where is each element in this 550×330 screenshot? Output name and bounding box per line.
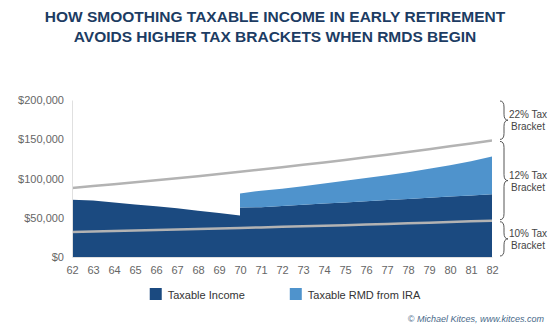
x-tick-label: 77: [381, 264, 393, 276]
bracket-label: 22% TaxBracket: [509, 109, 547, 132]
bracket-label: 10% TaxBracket: [509, 228, 547, 251]
x-tick: 79: [423, 257, 435, 276]
area: [240, 157, 492, 208]
x-tick: 66: [150, 257, 162, 276]
y-tick-label: $0: [52, 251, 64, 263]
x-axis-line: [73, 257, 493, 258]
x-tick: 70: [234, 257, 246, 276]
credit: © Michael Kitces, www.kitces.com: [408, 314, 545, 324]
x-tick: 65: [129, 257, 141, 276]
bracket-line: [72, 221, 492, 232]
y-tick: $200,000: [18, 94, 72, 106]
x-tick-label: 67: [171, 264, 183, 276]
x-tick: 68: [192, 257, 204, 276]
x-tick: 67: [171, 257, 183, 276]
x-tick-label: 76: [360, 264, 372, 276]
x-tick-label: 79: [423, 264, 435, 276]
bracket-brace: [500, 141, 508, 219]
title: HOW SMOOTHING TAXABLE INCOME IN EARLY RE…: [45, 8, 506, 45]
x-tick-label: 63: [87, 264, 99, 276]
x-tick-label: 64: [108, 264, 120, 276]
x-tick-label: 65: [129, 264, 141, 276]
plot-area: [72, 140, 492, 257]
x-tick-label: 78: [402, 264, 414, 276]
bracket-label: 12% TaxBracket: [509, 170, 547, 193]
x-tick: 69: [213, 257, 225, 276]
y-tick: $0: [52, 251, 72, 263]
x-tick-label: 75: [339, 264, 351, 276]
x-axis: 62 63 64 65 66 67 68 69 70 71 72 73 74 75 76 77 78 79 80 81…: [66, 257, 498, 276]
legend-label: Taxable RMD from IRA: [308, 289, 421, 301]
x-tick: 76: [360, 257, 372, 276]
bracket-brace: [500, 101, 508, 139]
y-tick: $150,000: [18, 133, 72, 145]
legend-item: Taxable Income: [150, 288, 245, 301]
x-tick-label: 68: [192, 264, 204, 276]
y-tick: $50,000: [24, 212, 72, 224]
y-tick-label: $100,000: [18, 173, 64, 185]
x-tick: 81: [465, 257, 477, 276]
bracket-brace: [500, 222, 508, 256]
x-tick: 80: [444, 257, 456, 276]
chart: HOW SMOOTHING TAXABLE INCOME IN EARLY RE…: [0, 0, 550, 330]
legend-item: Taxable RMD from IRA: [290, 288, 421, 301]
legend-swatch: [290, 288, 302, 300]
x-tick-label: 81: [465, 264, 477, 276]
x-tick-label: 82: [486, 264, 498, 276]
x-tick: 72: [276, 257, 288, 276]
x-tick: 75: [339, 257, 351, 276]
x-tick-label: 66: [150, 264, 162, 276]
x-tick-label: 73: [297, 264, 309, 276]
y-axis: $0 $50,000 $100,000 $150,000 $200,000: [18, 94, 72, 263]
x-tick: 64: [108, 257, 120, 276]
x-tick-label: 71: [255, 264, 267, 276]
x-tick-label: 74: [318, 264, 330, 276]
x-tick: 62: [66, 257, 78, 276]
y-tick-label: $200,000: [18, 94, 64, 106]
legend-label: Taxable Income: [168, 289, 245, 301]
x-tick-label: 69: [213, 264, 225, 276]
legend: Taxable Income Taxable RMD from IRA: [150, 288, 421, 301]
x-tick-label: 70: [234, 264, 246, 276]
y-axis-line: [72, 101, 73, 258]
x-tick: 73: [297, 257, 309, 276]
y-tick-label: $50,000: [24, 212, 64, 224]
x-tick-label: 72: [276, 264, 288, 276]
x-tick: 63: [87, 257, 99, 276]
y-tick: $100,000: [18, 173, 72, 185]
x-tick: 74: [318, 257, 330, 276]
x-tick: 78: [402, 257, 414, 276]
x-tick-label: 62: [66, 264, 78, 276]
y-tick-label: $150,000: [18, 133, 64, 145]
x-tick-label: 80: [444, 264, 456, 276]
x-tick: 77: [381, 257, 393, 276]
x-tick: 82: [486, 257, 498, 276]
bracket-line: [72, 140, 492, 187]
legend-swatch: [150, 288, 162, 300]
x-tick: 71: [255, 257, 267, 276]
